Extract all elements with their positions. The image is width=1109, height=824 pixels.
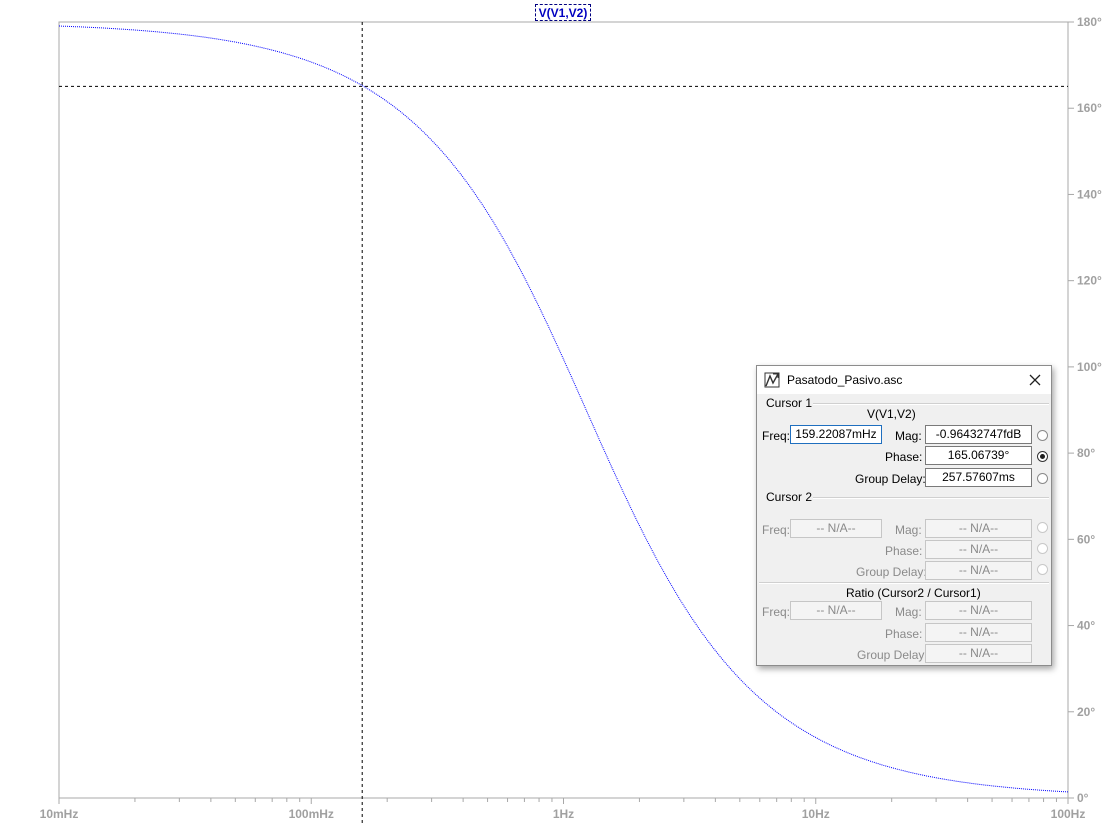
x-tick-label: 10mHz [40,807,79,821]
y-tick-label: 60° [1077,532,1095,546]
cursor2-group-delay-value: -- N/A-- [925,561,1032,580]
cursor2-mag-label: Mag: [895,523,922,537]
ratio-mag-value: -- N/A-- [925,601,1032,620]
close-icon[interactable] [1023,369,1047,391]
ratio-phase-label: Phase: [885,627,923,641]
trace-label[interactable]: V(V1,V2) [535,4,591,21]
cursor-dialog: Pasatodo_Pasivo.asc Cursor 1 V(V1,V2) Fr… [756,365,1052,666]
cursor2-phase-label: Phase: [885,544,923,558]
cursor1-phase-label: Phase: [885,450,923,464]
cursor2-group-delay-label: Group Delay: [856,565,927,579]
cursor2-mag-value: -- N/A-- [925,519,1032,538]
trace-line [58,25,1069,793]
y-tick-label: 80° [1077,446,1095,460]
trace-waveform [58,25,1069,793]
x-tick-marks [58,798,1069,804]
y-tick-marks [1068,21,1074,799]
cursor1-mag-label: Mag: [895,429,922,443]
cursor1-freq-input[interactable]: 159.22087mHz [790,425,882,444]
x-axis-labels: 10mHz 100mHz 1Hz 10Hz 100Hz [40,807,1086,821]
cursor2-freq-value: -- N/A-- [790,519,882,538]
y-tick-label: 120° [1077,274,1102,288]
dialog-title: Pasatodo_Pasivo.asc [787,373,903,387]
cursor2-mag-radio[interactable] [1037,522,1048,533]
cursor1-group-delay-radio[interactable] [1037,473,1048,484]
y-tick-label: 140° [1077,187,1102,201]
x-tick-label: 10Hz [802,807,830,821]
ratio-freq-label: Freq: [762,605,791,619]
x-tick-label: 100Hz [1051,807,1086,821]
ratio-group-delay-value: -- N/A-- [925,644,1032,663]
cursor2-phase-value: -- N/A-- [925,540,1032,559]
y-tick-label: 20° [1077,705,1095,719]
cursor1-mag-radio[interactable] [1037,430,1048,441]
cursor1-phase-radio[interactable] [1037,451,1048,462]
ratio-group-delay-label: Group Delay: [857,648,928,662]
cursor1-header: Cursor 1 [766,396,813,410]
cursor2-group-line [813,497,1049,499]
ratio-header: Ratio (Cursor2 / Cursor1) [846,586,981,600]
ratio-mag-label: Mag: [895,605,922,619]
cursor1-freq-label: Freq: [762,429,791,443]
cursor2-freq-label: Freq: [762,523,791,537]
x-tick-label: 100mHz [289,807,334,821]
cursor1-group-line [813,403,1049,405]
y-tick-label: 180° [1077,15,1102,29]
cursor2-group-delay-radio[interactable] [1037,564,1048,575]
cursor2-header: Cursor 2 [766,490,813,504]
cursor1-group-delay-value[interactable]: 257.57607ms [925,468,1032,487]
y-tick-label: 100° [1077,360,1102,374]
dialog-titlebar[interactable]: Pasatodo_Pasivo.asc [757,366,1051,394]
y-tick-label: 160° [1077,101,1102,115]
x-tick-label: 1Hz [553,807,574,821]
y-tick-label: 0° [1077,791,1089,805]
cursor1-phase-value[interactable]: 165.06739° [925,446,1032,465]
cursor1-group-delay-label: Group Delay: [855,472,926,486]
cursor2-phase-radio[interactable] [1037,543,1048,554]
ltspice-app-icon [764,372,780,388]
cursor1-trace-name: V(V1,V2) [867,407,916,421]
y-tick-label: 40° [1077,619,1095,633]
ratio-phase-value: -- N/A-- [925,623,1032,642]
y-axis-labels: 0° 20° 40° 60° 80° 100° 120° 140° 160° 180° [1077,15,1102,805]
ratio-freq-value: -- N/A-- [790,601,882,620]
ratio-group-line [759,582,1049,584]
cursor1-mag-value[interactable]: -0.96432747fdB [925,425,1032,444]
